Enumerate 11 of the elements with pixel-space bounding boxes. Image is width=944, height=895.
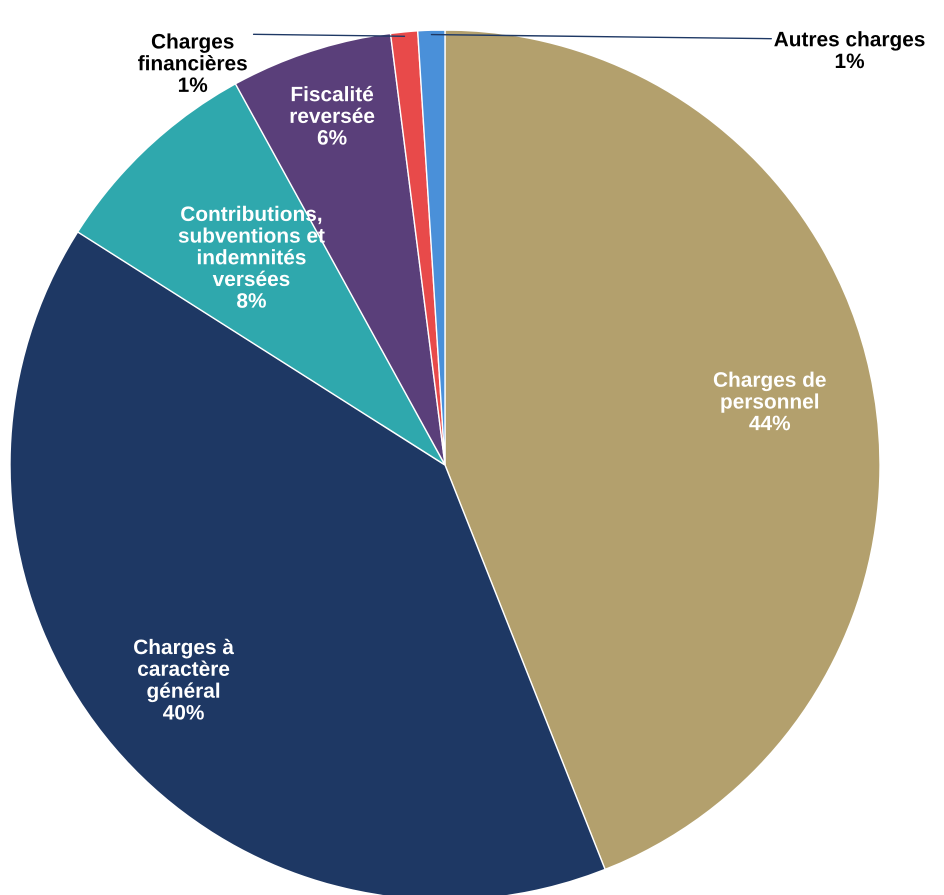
data-label: 44% [749, 416, 790, 430]
slice-label: Charges de personnel [714, 372, 826, 413]
slice-label: Autres charges [774, 31, 925, 51]
slice-label: Charges financières [138, 33, 247, 70]
slice-label: Fiscalité reversée [290, 86, 374, 124]
data-label: 1% [836, 54, 864, 68]
slice-label: Charges à caractère général [134, 638, 234, 702]
data-label: 8% [237, 293, 266, 308]
data-label: 1% [178, 77, 208, 92]
data-label: 6% [318, 130, 347, 145]
data-label: 40% [163, 704, 204, 720]
